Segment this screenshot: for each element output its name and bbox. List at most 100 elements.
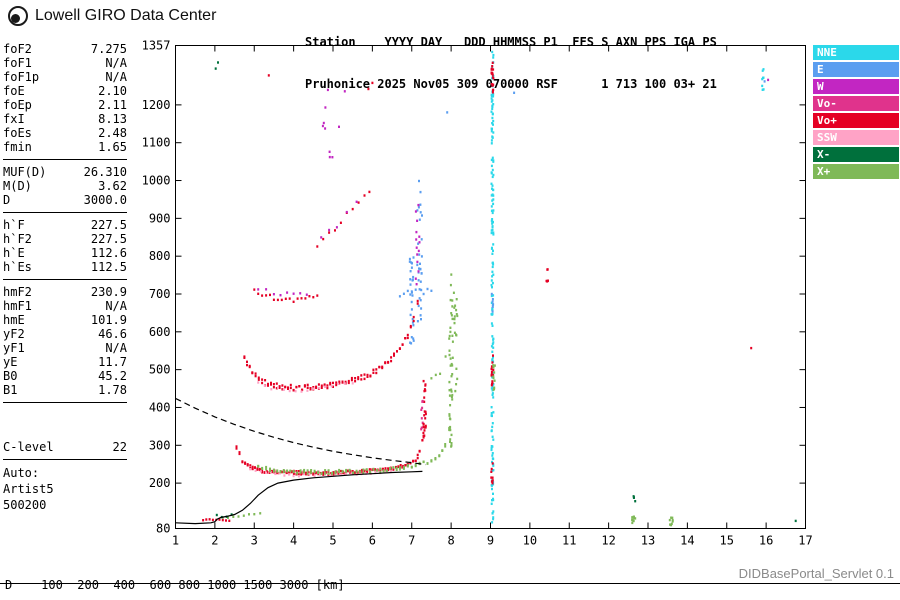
auto-block-line-2: 500200: [3, 498, 47, 512]
y-tick-label: 80: [156, 522, 170, 536]
x-tick-label: 5: [329, 534, 336, 548]
muf-distance-table: D 100 200 400 600 800 1000 1500 3000 [km…: [5, 548, 359, 600]
param-value: 3000.0: [83, 193, 127, 207]
param-fof1p: foF1p N/A: [3, 70, 127, 84]
param-label: hmF1: [3, 299, 32, 313]
param-value: N/A: [105, 341, 127, 355]
param-value: 2.48: [98, 126, 127, 140]
param-m-d: M(D) 3.62: [3, 179, 127, 193]
legend-item-x: X+: [813, 164, 899, 179]
param-label: yE: [3, 355, 18, 369]
plot-frame: [175, 45, 806, 529]
param-value: 112.5: [90, 260, 127, 274]
ionogram-canvas: 1357120011001000900800700600500400300200…: [142, 39, 813, 548]
x-tick-label: 9: [487, 534, 494, 548]
x-tick-label: 8: [448, 534, 455, 548]
y-tick-label: 600: [149, 325, 171, 339]
param-b1: B1 1.78: [3, 383, 127, 397]
param-label: foF1: [3, 56, 32, 70]
auto-block-line-0: Auto:: [3, 466, 40, 480]
y-tick-label: 1357: [142, 39, 171, 53]
x-tick-label: 14: [680, 534, 694, 548]
param-value: 227.5: [90, 232, 127, 246]
param-ye: yE 11.7: [3, 355, 127, 369]
param-label: fxI: [3, 112, 25, 126]
param-hmf2: hmF2 230.9: [3, 285, 127, 299]
param-c-level: C-level 22: [3, 440, 127, 454]
giro-logo-icon: [8, 6, 28, 26]
param-label: foE: [3, 84, 25, 98]
param-value: 230.9: [90, 285, 127, 299]
x-tick-label: 15: [720, 534, 734, 548]
param-value: 26.310: [83, 165, 127, 179]
param-value: 1.78: [98, 383, 127, 397]
param-value: N/A: [105, 70, 127, 84]
param-label: hmF2: [3, 285, 32, 299]
param-label: foF2: [3, 42, 32, 56]
echo-points: [175, 50, 797, 527]
station-header-values: Pruhonice 2025 Nov05 309 070000 RSF 1 71…: [305, 77, 717, 91]
x-tick-label: 6: [369, 534, 376, 548]
param-label: C-level: [3, 440, 54, 454]
status-bar: db pq052 20251105 070000.rsf / 214fx512h…: [0, 583, 900, 600]
param-label: foF1p: [3, 70, 40, 84]
x-tick-label: 12: [601, 534, 615, 548]
panel-divider: [3, 212, 127, 213]
x-tick-label: 13: [641, 534, 655, 548]
x-tick-label: 4: [290, 534, 297, 548]
y-tick-label: 500: [149, 363, 171, 377]
y-tick-label: 700: [149, 287, 171, 301]
x-tick-label: 10: [523, 534, 537, 548]
muf-transmission-curve: [175, 397, 426, 466]
param-label: foEs: [3, 126, 32, 140]
parameter-panel: foF2 7.275 foF1 N/A foF1p N/A foE 2.10 foEp 2.11 f…: [3, 42, 127, 513]
param-h-f: h`F 227.5: [3, 218, 127, 232]
legend-item-ssw: SSW: [813, 130, 899, 145]
param-fmin: fmin 1.65: [3, 140, 127, 154]
x-tick-label: 2: [211, 534, 218, 548]
param-label: yF1: [3, 341, 25, 355]
param-value: 2.10: [98, 84, 127, 98]
param-label: h`F: [3, 218, 25, 232]
param-label: B1: [3, 383, 18, 397]
y-tick-label: 200: [149, 476, 171, 490]
param-label: foEp: [3, 98, 32, 112]
legend-item-vo: Vo+: [813, 113, 899, 128]
param-value: 45.2: [98, 369, 127, 383]
panel-divider: [3, 279, 127, 280]
brand-title: Lowell GIRO Data Center: [35, 7, 217, 24]
x-tick-label: 7: [408, 534, 415, 548]
param-muf-d: MUF(D) 26.310: [3, 165, 127, 179]
legend-item-w: W: [813, 79, 899, 94]
param-value: 8.13: [98, 112, 127, 126]
legend-item-vo: Vo-: [813, 96, 899, 111]
param-value: 2.11: [98, 98, 127, 112]
x-tick-label: 11: [562, 534, 576, 548]
y-tick-label: 1000: [142, 174, 171, 188]
auto-block-line-1: Artist5: [3, 482, 54, 496]
param-h-e: h`E 112.6: [3, 246, 127, 260]
param-label: h`F2: [3, 232, 32, 246]
param-fof1: foF1 N/A: [3, 56, 127, 70]
param-fxi: fxI 8.13: [3, 112, 127, 126]
y-tick-label: 400: [149, 400, 171, 414]
param-h-es: h`Es 112.5: [3, 260, 127, 274]
param-hmf1: hmF1 N/A: [3, 299, 127, 313]
param-value: 11.7: [98, 355, 127, 369]
param-label: yF2: [3, 327, 25, 341]
x-tick-label: 16: [759, 534, 773, 548]
y-tick-label: 300: [149, 438, 171, 452]
ionogram-plot: 1357 1200 1100 1000 900 800 700 600 500 400 300 200…: [130, 35, 830, 555]
param-label: hmE: [3, 313, 25, 327]
y-tick-label: 1100: [142, 136, 171, 150]
param-h-f2: h`F2 227.5: [3, 232, 127, 246]
panel-divider: [3, 159, 127, 160]
param-foep: foEp 2.11: [3, 98, 127, 112]
echo-legend: NNE E W Vo- Vo+ SSW X- X+: [813, 45, 899, 181]
param-value: 101.9: [90, 313, 127, 327]
param-label: M(D): [3, 179, 32, 193]
distance-row: D 100 200 400 600 800 1000 1500 3000 [km…: [5, 578, 345, 592]
param-value: N/A: [105, 299, 127, 313]
param-foes: foEs 2.48: [3, 126, 127, 140]
servlet-version: DIDBasePortal_Servlet 0.1: [738, 566, 894, 581]
